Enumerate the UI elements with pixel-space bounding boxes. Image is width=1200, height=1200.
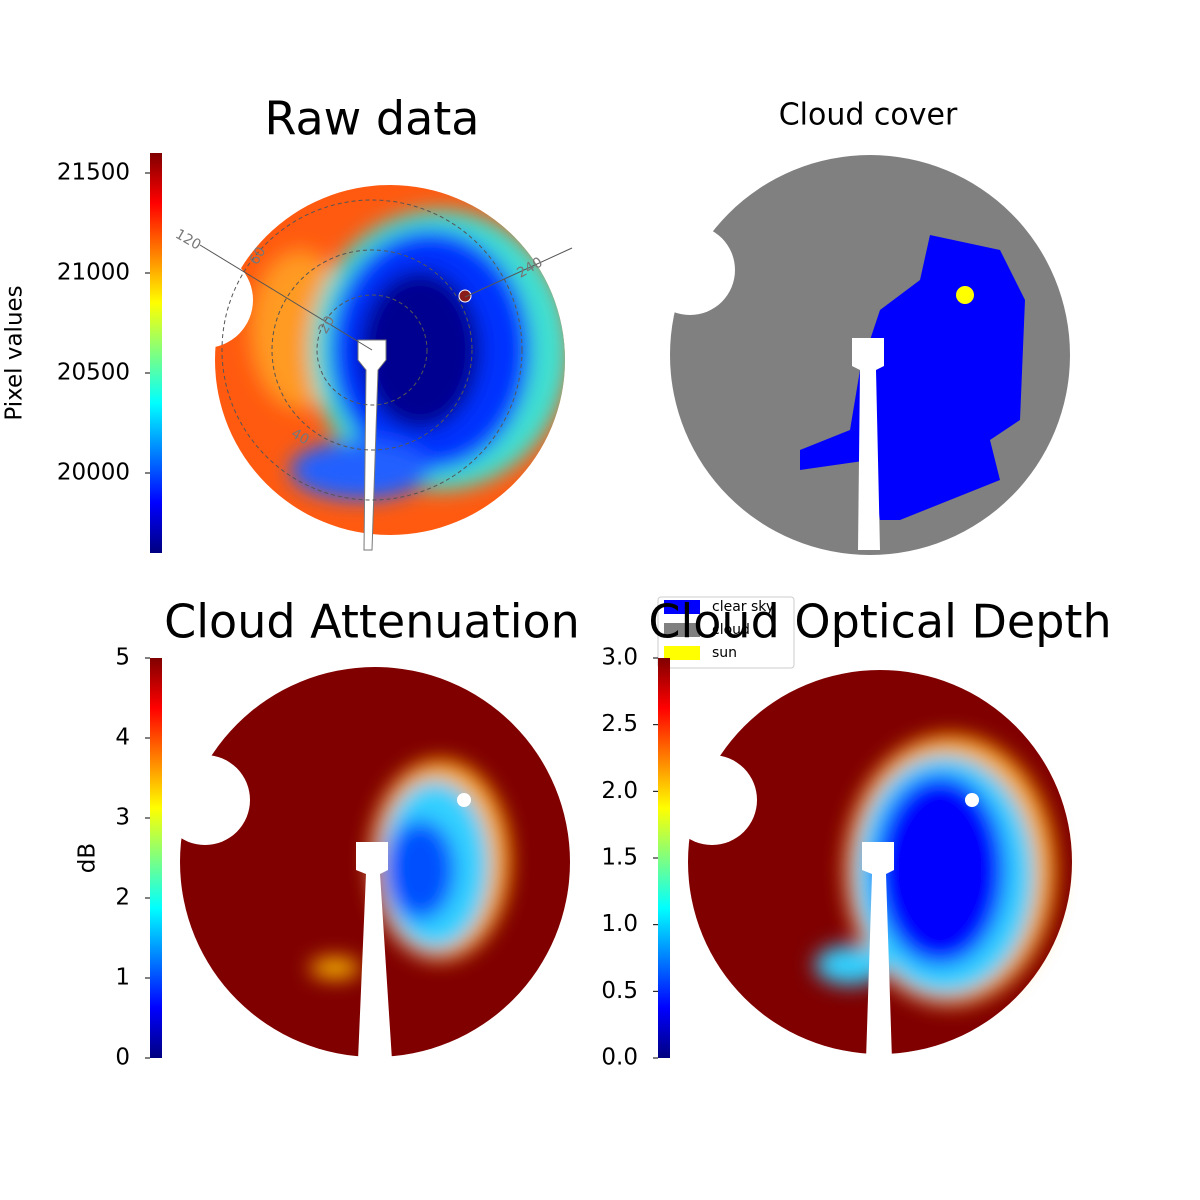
polar-label: 120 [172,226,203,253]
legend-swatch [664,646,700,660]
colorbar-label: dB [75,843,101,873]
colorbar-tick-label: 1.0 [601,911,638,937]
colorbar-tick-label: 21500 [57,160,130,186]
colorbar-tick-label: 2.5 [601,711,638,737]
colorbar [150,153,162,553]
panel-title: Cloud cover [779,98,958,133]
colorbar-tick-label: 2.0 [601,778,638,804]
colorbar-tick-label: 4 [115,725,130,751]
colorbar [150,658,162,1058]
panel-title: Cloud Optical Depth [648,595,1111,649]
legend-label: sun [712,645,737,661]
legend-swatch [664,600,700,614]
legend-label: clear sky [712,599,774,615]
raw-image [157,185,573,551]
colorbar-tick-label: 1.5 [601,845,638,871]
optical-depth-image [667,670,1072,1060]
colorbar-tick-label: 0.0 [601,1045,638,1071]
colorbar-label: Pixel values [2,285,28,420]
panel-title: Cloud Attenuation [164,595,580,649]
colorbar [658,658,670,1058]
legend-swatch [664,623,700,637]
colorbar-tick-label: 3.0 [601,645,638,671]
colorbar-tick-label: 20000 [57,460,130,486]
colorbar-tick-label: 21000 [57,260,130,286]
colorbar-tick-label: 1 [115,965,130,991]
attenuation-image [160,667,570,1060]
polar-label: 60 [247,244,270,267]
colorbar-tick-label: 0 [115,1045,130,1071]
panel-title: Raw data [265,92,480,146]
colorbar-tick-label: 20500 [57,360,130,386]
colorbar-tick-label: 5 [115,645,130,671]
cloud-cover-image [645,155,1070,555]
colorbar-tick-label: 0.5 [601,978,638,1004]
colorbar-tick-label: 2 [115,885,130,911]
legend-label: cloud [712,622,750,638]
colorbar-tick-label: 3 [115,805,130,831]
polar-label: 40 [288,426,311,449]
polar-label: 20 [316,313,339,336]
